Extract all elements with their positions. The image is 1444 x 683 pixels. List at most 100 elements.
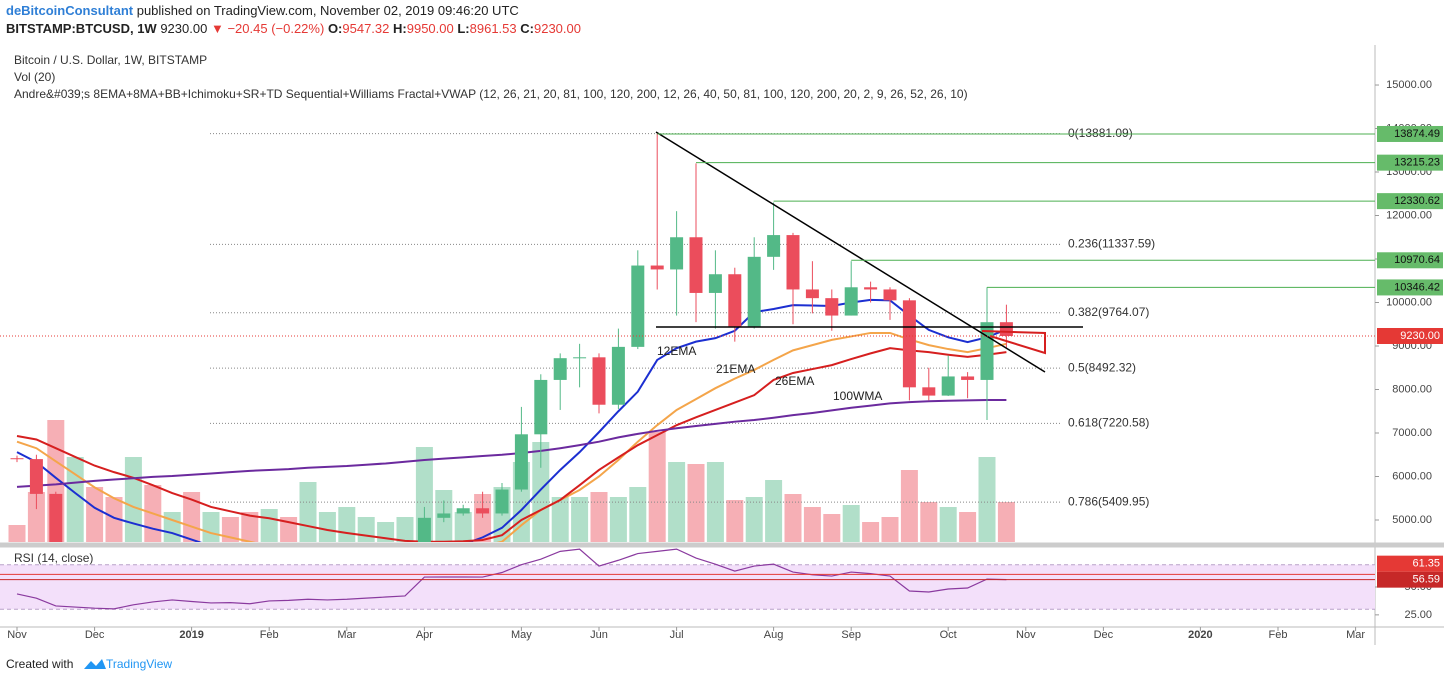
x-tick-label: Sep bbox=[841, 629, 861, 641]
published: published on TradingView.com, November 0… bbox=[133, 3, 519, 18]
fib-label: 0.5(8492.32) bbox=[1068, 360, 1136, 374]
trendline bbox=[655, 131, 1046, 373]
x-tick-label: Mar bbox=[1346, 629, 1365, 641]
y-tick-label: 12000.00 bbox=[1386, 209, 1432, 221]
volume-bar bbox=[124, 457, 142, 542]
volume-bar bbox=[803, 507, 821, 542]
volume-bar bbox=[396, 517, 414, 542]
price-pane: 0(13881.09) 0.236(11337.59) 0.382(9764.07)… bbox=[8, 126, 1155, 562]
last-price-tag bbox=[1377, 327, 1443, 344]
volume-bar bbox=[687, 464, 705, 542]
logo bbox=[84, 659, 106, 669]
volume-bar bbox=[939, 507, 957, 542]
candle-body bbox=[553, 358, 567, 380]
quote-line: BITSTAMP:BTCUSD, 1W 9230.00 ▼ −20.45 (−0… bbox=[6, 21, 581, 36]
candle-body bbox=[825, 298, 839, 316]
volume-bar bbox=[726, 500, 744, 542]
candle-body bbox=[767, 235, 781, 257]
last: 9230.00 bbox=[160, 21, 207, 36]
level-tag bbox=[1377, 252, 1443, 269]
volume-bar bbox=[454, 512, 472, 542]
volume-bar bbox=[784, 494, 802, 542]
volume-bar bbox=[299, 482, 317, 542]
y-tick-label: 7000.00 bbox=[1392, 427, 1432, 439]
y-tick-label: 8000.00 bbox=[1392, 383, 1432, 395]
volume-bar bbox=[357, 517, 375, 542]
level-tag bbox=[1377, 193, 1443, 210]
volume-bar bbox=[163, 512, 181, 542]
volume-bar bbox=[183, 492, 201, 542]
rsi-tag bbox=[1377, 555, 1443, 572]
footer-brand[interactable]: TradingView bbox=[106, 657, 172, 671]
candle-body bbox=[534, 379, 548, 435]
ohlc-value: 9547.32 bbox=[342, 21, 389, 36]
series-label: 100WMA bbox=[833, 389, 882, 403]
x-tick-label: Nov bbox=[1016, 629, 1036, 641]
rsi-label: 61.35 bbox=[1412, 558, 1440, 570]
rsi-tag bbox=[1377, 571, 1443, 588]
legend-indicators: Andre&#039;s 8EMA+8MA+BB+Ichimoku+SR+TD … bbox=[14, 87, 968, 101]
volume-bar bbox=[532, 442, 550, 542]
footer-created: Created with bbox=[6, 657, 73, 671]
drawings bbox=[655, 131, 1083, 373]
x-tick-label: Dec bbox=[1094, 629, 1114, 641]
ohlc-key: H: bbox=[393, 21, 407, 36]
x-tick-label: Aug bbox=[764, 629, 784, 641]
ohlc-key: O: bbox=[328, 21, 342, 36]
x-tick-label: Feb bbox=[260, 629, 279, 641]
x-tick-label: Jun bbox=[590, 629, 608, 641]
rsi-tick-label: 25.00 bbox=[1404, 609, 1432, 621]
candle-body bbox=[650, 265, 664, 270]
volume-bar bbox=[765, 480, 783, 542]
y-tick-label: 15000.00 bbox=[1386, 79, 1432, 91]
fib-label: 0.236(11337.59) bbox=[1068, 236, 1155, 250]
candle-body bbox=[592, 357, 606, 405]
candle-body bbox=[476, 508, 490, 514]
x-tick-label: Jul bbox=[670, 629, 684, 641]
candle-body bbox=[10, 458, 24, 460]
volume-bar bbox=[474, 494, 492, 542]
indicator-line bbox=[16, 331, 1007, 542]
candle-body bbox=[417, 517, 431, 542]
volume-bar bbox=[823, 514, 841, 542]
volume-bar bbox=[105, 497, 123, 542]
y-tick-label: 10000.00 bbox=[1386, 296, 1432, 308]
volume-bar bbox=[86, 487, 104, 542]
y-tick-label: 5000.00 bbox=[1392, 514, 1432, 526]
candle-body bbox=[999, 322, 1013, 336]
fib-label: 0.382(9764.07) bbox=[1068, 305, 1149, 319]
volume-bar bbox=[959, 512, 977, 542]
volume-bar bbox=[609, 497, 627, 542]
x-tick-label: Apr bbox=[416, 629, 433, 641]
candle-body bbox=[611, 346, 625, 405]
series-label: 26EMA bbox=[775, 374, 814, 388]
rsi-title: RSI (14, close) bbox=[14, 551, 93, 565]
rsi-band bbox=[0, 564, 1375, 610]
y-tick-label: 6000.00 bbox=[1392, 470, 1432, 482]
x-tick-label: 2020 bbox=[1188, 629, 1212, 641]
candle-body bbox=[573, 357, 587, 359]
ohlc-key: L: bbox=[457, 21, 469, 36]
candle-body bbox=[786, 235, 800, 290]
level-tag bbox=[1377, 279, 1443, 296]
candle-body bbox=[728, 274, 742, 327]
x-tick-label: Mar bbox=[337, 629, 356, 641]
pennant bbox=[981, 330, 1046, 355]
series-label: 21EMA bbox=[716, 362, 755, 376]
fib-label: 0(13881.09) bbox=[1068, 126, 1133, 140]
candle-body bbox=[399, 559, 412, 562]
candle-body bbox=[29, 459, 43, 494]
candle-body bbox=[631, 265, 645, 347]
author[interactable]: deBitcoinConsultant bbox=[6, 3, 134, 18]
level-label: 13215.23 bbox=[1394, 157, 1440, 169]
candle-body bbox=[941, 376, 955, 396]
candle-body bbox=[514, 434, 528, 490]
candle-body bbox=[961, 376, 975, 380]
indicator-line bbox=[16, 398, 1007, 488]
candle-body bbox=[437, 513, 451, 518]
candle-body bbox=[49, 493, 63, 542]
level-label: 10970.64 bbox=[1394, 254, 1440, 266]
fib-label: 0.786(5409.95) bbox=[1068, 494, 1149, 508]
volume-bar bbox=[629, 487, 647, 542]
volume-bar bbox=[590, 492, 608, 542]
